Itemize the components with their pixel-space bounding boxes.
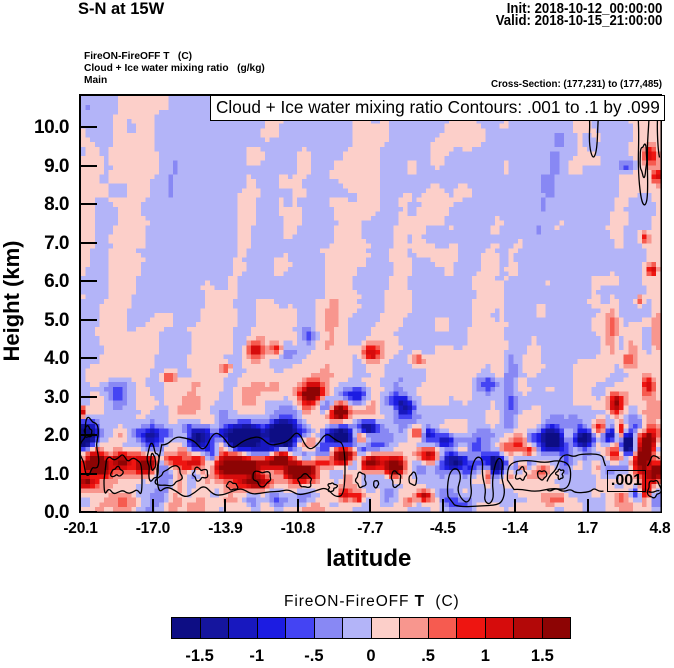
svg-text:Height (km): Height (km) [0,241,24,362]
